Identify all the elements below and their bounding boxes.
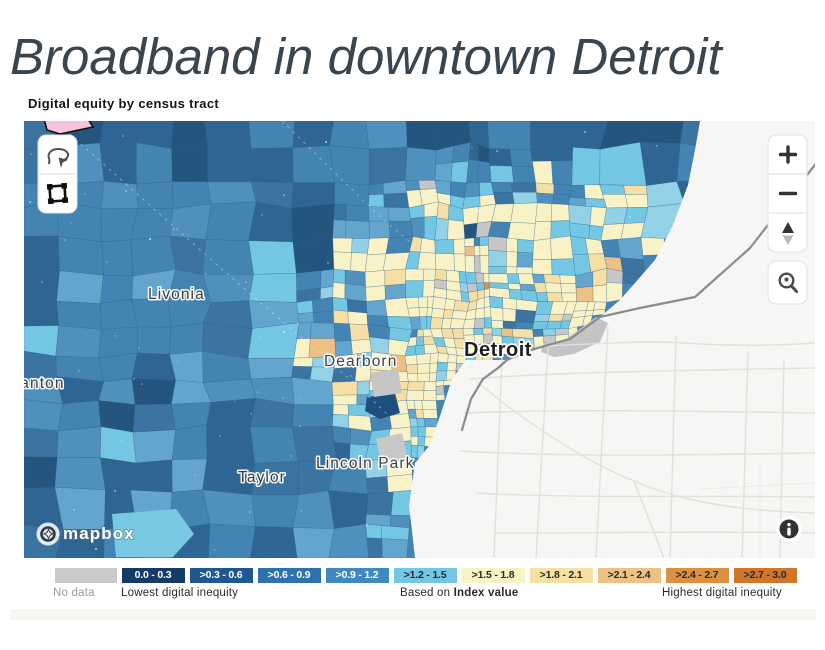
svg-text:Lincoln Park: Lincoln Park (316, 455, 415, 472)
svg-text:Canton: Canton (24, 375, 65, 392)
svg-text:Taylor: Taylor (238, 469, 286, 486)
svg-text:Livonia: Livonia (148, 286, 205, 303)
svg-text:mapbox: mapbox (63, 524, 135, 543)
svg-text:Detroit: Detroit (464, 339, 532, 361)
svg-text:Dearborn: Dearborn (324, 353, 397, 370)
